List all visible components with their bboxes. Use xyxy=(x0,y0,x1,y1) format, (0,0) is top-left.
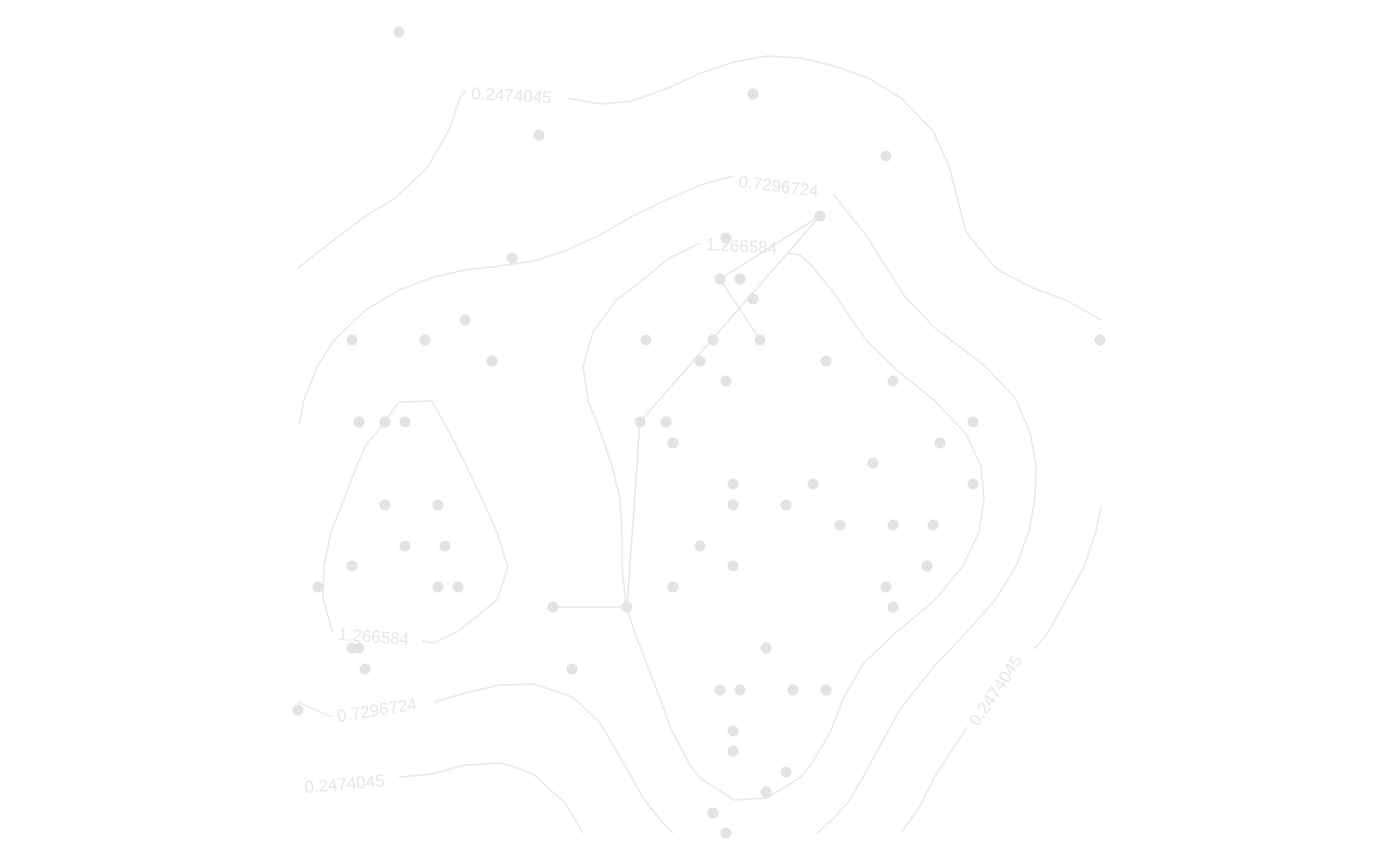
data-point-41 xyxy=(927,519,939,531)
data-point-17 xyxy=(1094,334,1106,346)
data-point-63 xyxy=(734,684,746,696)
data-point-6 xyxy=(720,232,732,244)
data-point-46 xyxy=(727,560,739,572)
data-point-20 xyxy=(820,355,832,367)
path-line-main xyxy=(553,215,821,608)
contour-line-0.7296724-lower-left xyxy=(297,701,333,718)
data-point-28 xyxy=(967,416,979,428)
contour-line-1.266584-left xyxy=(322,400,509,644)
data-point-21 xyxy=(720,375,732,387)
data-point-59 xyxy=(359,663,371,675)
data-point-53 xyxy=(547,601,559,613)
data-point-7 xyxy=(506,252,518,264)
data-point-54 xyxy=(621,601,633,613)
data-point-33 xyxy=(807,478,819,490)
data-point-11 xyxy=(459,314,471,326)
contour-label-upper-0.7296724: 0.7296724 xyxy=(738,172,820,201)
data-point-67 xyxy=(727,745,739,757)
data-point-1 xyxy=(393,26,405,38)
contour-line-0.2474045-right-upper xyxy=(1033,506,1102,650)
data-point-12 xyxy=(346,334,358,346)
data-point-39 xyxy=(834,519,846,531)
data-point-64 xyxy=(787,684,799,696)
contour-label-right-0.2474045: 0.2474045 xyxy=(966,652,1027,729)
data-point-42 xyxy=(399,540,411,552)
contour-line-0.2474045-top-right xyxy=(566,55,1102,321)
data-point-27 xyxy=(660,416,672,428)
data-point-65 xyxy=(820,684,832,696)
data-point-58 xyxy=(760,642,772,654)
data-point-32 xyxy=(727,478,739,490)
data-point-3 xyxy=(533,129,545,141)
data-point-5 xyxy=(814,210,826,222)
data-point-70 xyxy=(707,807,719,819)
contour-labels: 0.2474045 0.7296724 1.266584 1.266584 0.… xyxy=(304,84,1027,797)
data-point-62 xyxy=(714,684,726,696)
contour-line-0.7296724-lower-right xyxy=(433,683,674,834)
data-point-49 xyxy=(432,581,444,593)
data-point-31 xyxy=(867,457,879,469)
data-point-22 xyxy=(887,375,899,387)
data-point-2 xyxy=(747,88,759,100)
data-point-51 xyxy=(667,581,679,593)
data-point-10 xyxy=(747,293,759,305)
data-point-38 xyxy=(780,499,792,511)
data-point-57 xyxy=(353,642,365,654)
data-point-37 xyxy=(727,499,739,511)
data-point-24 xyxy=(379,416,391,428)
contour-line-0.7296724-upper-left xyxy=(298,175,734,426)
contour-label-inner-right-1.266584: 1.266584 xyxy=(706,235,778,258)
data-point-60 xyxy=(566,663,578,675)
data-point-26 xyxy=(634,416,646,428)
data-point-19 xyxy=(694,355,706,367)
data-point-30 xyxy=(934,437,946,449)
contour-label-inner-left-1.266584: 1.266584 xyxy=(338,625,410,649)
data-point-13 xyxy=(419,334,431,346)
data-point-48 xyxy=(312,581,324,593)
data-point-9 xyxy=(734,273,746,285)
data-point-29 xyxy=(667,437,679,449)
data-point-40 xyxy=(887,519,899,531)
data-point-45 xyxy=(346,560,358,572)
data-point-43 xyxy=(439,540,451,552)
data-point-50 xyxy=(452,581,464,593)
contour-line-0.7296724-upper-right xyxy=(816,193,1037,834)
data-point-68 xyxy=(780,766,792,778)
connection-paths xyxy=(553,215,821,608)
data-point-4 xyxy=(880,150,892,162)
data-point-34 xyxy=(967,478,979,490)
data-point-66 xyxy=(727,725,739,737)
data-point-16 xyxy=(754,334,766,346)
data-point-69 xyxy=(760,786,772,798)
data-point-47 xyxy=(921,560,933,572)
data-point-14 xyxy=(640,334,652,346)
data-point-61 xyxy=(292,704,304,716)
data-point-36 xyxy=(432,499,444,511)
data-point-55 xyxy=(887,601,899,613)
data-point-18 xyxy=(486,355,498,367)
contour-line-0.2474045-bottom xyxy=(398,762,584,834)
contour-label-top-0.2474045: 0.2474045 xyxy=(471,84,552,107)
data-point-23 xyxy=(353,416,365,428)
contour-line-0.2474045-right-lower xyxy=(900,726,968,834)
contour-label-lower-0.7296724: 0.7296724 xyxy=(336,695,418,726)
data-points xyxy=(292,26,1106,839)
data-point-44 xyxy=(694,540,706,552)
data-point-52 xyxy=(880,581,892,593)
contour-line-1.266584-right xyxy=(582,242,985,801)
contour-label-bottom-0.2474045: 0.2474045 xyxy=(304,771,386,797)
contour-lines xyxy=(297,55,1102,834)
data-point-35 xyxy=(379,499,391,511)
data-point-15 xyxy=(707,334,719,346)
data-point-71 xyxy=(720,827,732,839)
data-point-8 xyxy=(714,273,726,285)
data-point-25 xyxy=(399,416,411,428)
contour-line-0.2474045-top-left xyxy=(297,89,467,269)
